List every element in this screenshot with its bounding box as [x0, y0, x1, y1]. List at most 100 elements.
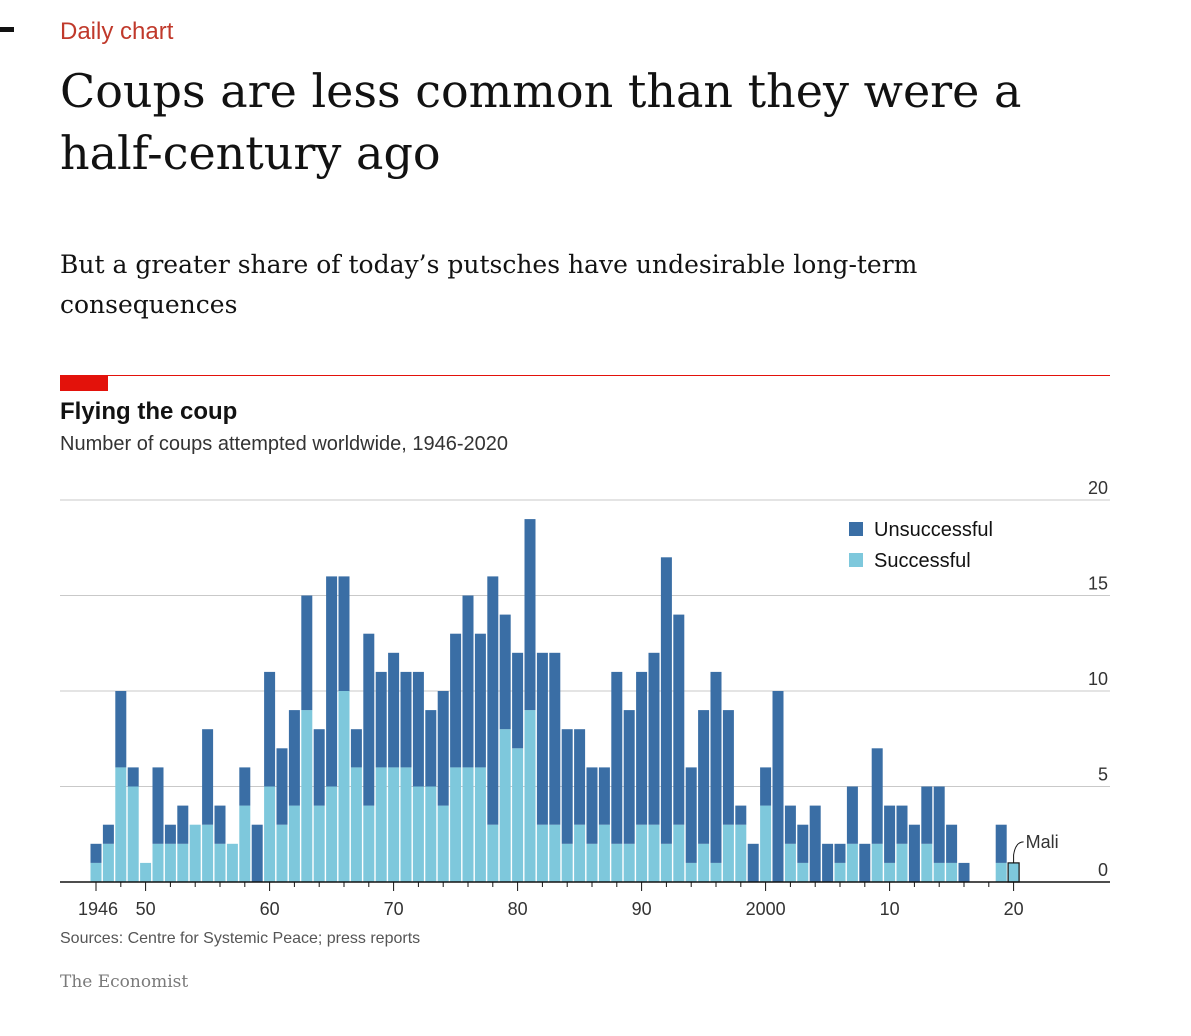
bar-unsuccessful-2003 — [797, 824, 809, 863]
bar-successful-1985 — [574, 824, 586, 882]
section-kicker[interactable]: Daily chart — [60, 18, 174, 45]
bar-successful-1975 — [450, 767, 462, 882]
bar-successful-1988 — [611, 843, 623, 882]
coups-bar-chart: 0 5 10 15 20 Mali 1946 50 60 70 80 90 2000 10 20 Unsucc… — [60, 478, 1110, 919]
bar-successful-2020 — [1008, 862, 1020, 882]
bar-unsuccessful-1962 — [288, 710, 300, 806]
bar-successful-1982 — [536, 824, 548, 882]
bar-unsuccessful-1959 — [251, 824, 263, 882]
bar-unsuccessful-1958 — [239, 767, 251, 806]
bar-unsuccessful-2019 — [995, 824, 1007, 863]
bar-unsuccessful-1989 — [623, 710, 635, 844]
bar-unsuccessful-2016 — [958, 862, 970, 882]
bar-unsuccessful-1964 — [313, 729, 325, 806]
bar-successful-1963 — [301, 710, 313, 882]
bar-successful-2002 — [784, 843, 796, 882]
x-tick-label: 90 — [632, 899, 652, 919]
bar-successful-1976 — [462, 767, 474, 882]
bar-unsuccessful-1974 — [437, 691, 449, 806]
y-tick-label: 5 — [1098, 765, 1108, 785]
bar-unsuccessful-1948 — [115, 691, 127, 768]
bar-successful-1954 — [189, 824, 201, 882]
bar-unsuccessful-1990 — [636, 671, 648, 825]
bar-successful-2007 — [846, 843, 858, 882]
bar-successful-1947 — [102, 843, 114, 882]
bar-unsuccessful-1961 — [276, 748, 288, 825]
bar-successful-1967 — [350, 767, 362, 882]
bar-successful-2014 — [933, 862, 945, 882]
bar-successful-1974 — [437, 805, 449, 882]
bar-unsuccessful-1980 — [512, 652, 524, 749]
annotation-mali: Mali — [1026, 832, 1059, 852]
chart-subtitle: Number of coups attempted worldwide, 194… — [60, 433, 509, 455]
bar-unsuccessful-2009 — [871, 748, 883, 844]
bar-successful-1949 — [127, 786, 139, 882]
bar-successful-1994 — [685, 862, 697, 882]
bar-unsuccessful-1952 — [164, 824, 176, 844]
bar-successful-1983 — [549, 824, 561, 882]
bar-unsuccessful-1992 — [660, 557, 672, 844]
bar-unsuccessful-1956 — [214, 805, 226, 844]
bar-successful-1962 — [288, 805, 300, 882]
bar-successful-2019 — [995, 862, 1007, 882]
bar-successful-2013 — [921, 843, 933, 882]
bar-successful-1952 — [164, 843, 176, 882]
bar-unsuccessful-1973 — [425, 710, 437, 787]
bar-successful-2015 — [946, 862, 958, 882]
bar-successful-1957 — [226, 843, 238, 882]
bar-unsuccessful-1971 — [400, 671, 412, 768]
bar-successful-1993 — [673, 824, 685, 882]
bar-successful-1996 — [710, 862, 722, 882]
bar-unsuccessful-1996 — [710, 671, 722, 863]
x-tick-label: 60 — [260, 899, 280, 919]
y-tick-label: 15 — [1088, 574, 1108, 594]
bar-successful-1978 — [487, 824, 499, 882]
x-tick-label: 2000 — [746, 899, 786, 919]
bar-unsuccessful-2014 — [933, 786, 945, 863]
y-tick-label: 0 — [1098, 860, 1108, 880]
bar-successful-1998 — [735, 824, 747, 882]
bar-successful-1995 — [698, 843, 710, 882]
bar-unsuccessful-1987 — [598, 767, 610, 825]
bar-unsuccessful-1986 — [586, 767, 598, 844]
chart-red-tab — [60, 375, 108, 391]
bar-successful-1955 — [202, 824, 214, 882]
bar-unsuccessful-2011 — [896, 805, 908, 844]
bar-unsuccessful-2005 — [822, 843, 834, 882]
bar-successful-2011 — [896, 843, 908, 882]
bar-unsuccessful-2002 — [784, 805, 796, 844]
bar-successful-2000 — [760, 805, 772, 882]
bar-successful-1987 — [598, 824, 610, 882]
bar-successful-1968 — [363, 805, 375, 882]
bar-successful-1977 — [474, 767, 486, 882]
x-tick-label: 80 — [508, 899, 528, 919]
bar-successful-1960 — [264, 786, 276, 882]
bar-unsuccessful-1963 — [301, 595, 313, 711]
bar-unsuccessful-1965 — [326, 576, 338, 787]
bar-unsuccessful-1999 — [747, 843, 759, 882]
bar-successful-1990 — [636, 824, 648, 882]
bar-successful-1964 — [313, 805, 325, 882]
bar-unsuccessful-1968 — [363, 633, 375, 806]
bar-successful-1958 — [239, 805, 251, 882]
bar-successful-1997 — [722, 824, 734, 882]
bar-successful-2010 — [884, 862, 896, 882]
x-tick-label: 50 — [136, 899, 156, 919]
bar-unsuccessful-2000 — [760, 767, 772, 806]
bar-unsuccessful-1995 — [698, 710, 710, 844]
bar-successful-1956 — [214, 843, 226, 882]
bar-unsuccessful-2008 — [859, 843, 871, 882]
x-tick-label: 10 — [880, 899, 900, 919]
y-tick-label: 20 — [1088, 478, 1108, 498]
bar-unsuccessful-1947 — [102, 824, 114, 844]
bar-unsuccessful-1960 — [264, 671, 276, 787]
legend-swatch-successful — [849, 553, 863, 567]
bar-unsuccessful-2006 — [834, 843, 846, 863]
bar-unsuccessful-1979 — [499, 614, 511, 730]
chart-sources: Sources: Centre for Systemic Peace; pres… — [60, 930, 421, 947]
brand-logo: The Economist — [60, 972, 189, 992]
bar-unsuccessful-1982 — [536, 652, 548, 825]
bar-unsuccessful-2013 — [921, 786, 933, 844]
mali-leader-line — [1013, 841, 1024, 863]
bar-unsuccessful-1978 — [487, 576, 499, 825]
